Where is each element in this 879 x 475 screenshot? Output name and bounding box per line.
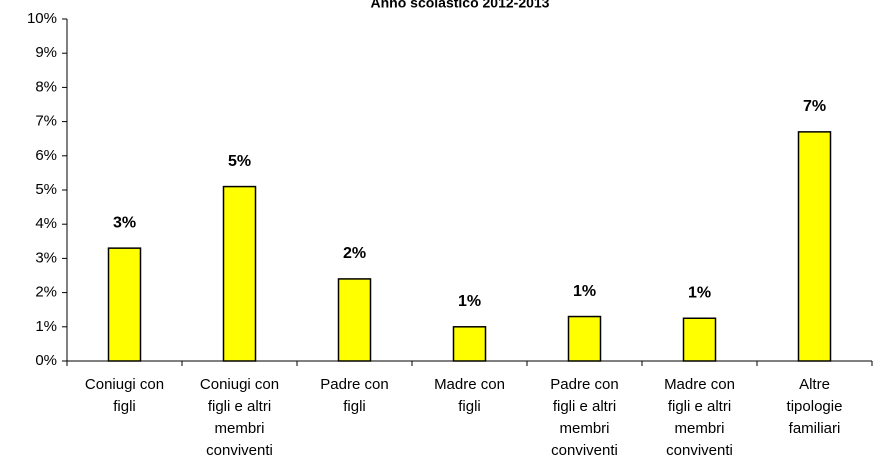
bar bbox=[337, 278, 372, 362]
value-label: 1% bbox=[688, 284, 711, 301]
x-tick-label: Madre con figli bbox=[434, 376, 505, 415]
value-label: 3% bbox=[113, 214, 136, 231]
y-tick-label: 6% bbox=[35, 147, 57, 164]
x-tick-label: Padre con figli bbox=[320, 376, 388, 415]
y-tick-label: 8% bbox=[35, 78, 57, 95]
x-tick-label: Coniugi con figli bbox=[85, 376, 164, 415]
y-tick-label: 0% bbox=[35, 352, 57, 369]
value-label: 2% bbox=[343, 245, 366, 262]
x-tick-label: Coniugi con figli e altri membri conviventi bbox=[200, 376, 279, 459]
chart-title: Anno scolastico 2012-2013 bbox=[371, 0, 550, 11]
y-tick-label: 9% bbox=[35, 44, 57, 61]
y-tick-label: 7% bbox=[35, 113, 57, 130]
bar bbox=[222, 185, 257, 362]
y-tick-label: 10% bbox=[27, 10, 57, 27]
bar bbox=[567, 315, 602, 362]
value-label: 1% bbox=[573, 283, 596, 300]
value-label: 5% bbox=[228, 153, 251, 170]
bar bbox=[682, 317, 717, 362]
y-tick-label: 4% bbox=[35, 215, 57, 232]
y-tick-label: 2% bbox=[35, 284, 57, 301]
y-tick-label: 1% bbox=[35, 318, 57, 335]
bar bbox=[452, 326, 487, 362]
value-label: 7% bbox=[803, 98, 826, 115]
x-tick-label: Altre tipologie familiari bbox=[787, 376, 843, 437]
bar bbox=[797, 131, 832, 362]
value-label: 1% bbox=[458, 293, 481, 310]
y-tick-label: 3% bbox=[35, 249, 57, 266]
y-tick-label: 5% bbox=[35, 181, 57, 198]
x-tick-label: Madre con figli e altri membri conviventi bbox=[664, 376, 735, 459]
x-tick-label: Padre con figli e altri membri conviventi bbox=[550, 376, 618, 459]
bar bbox=[107, 247, 142, 362]
